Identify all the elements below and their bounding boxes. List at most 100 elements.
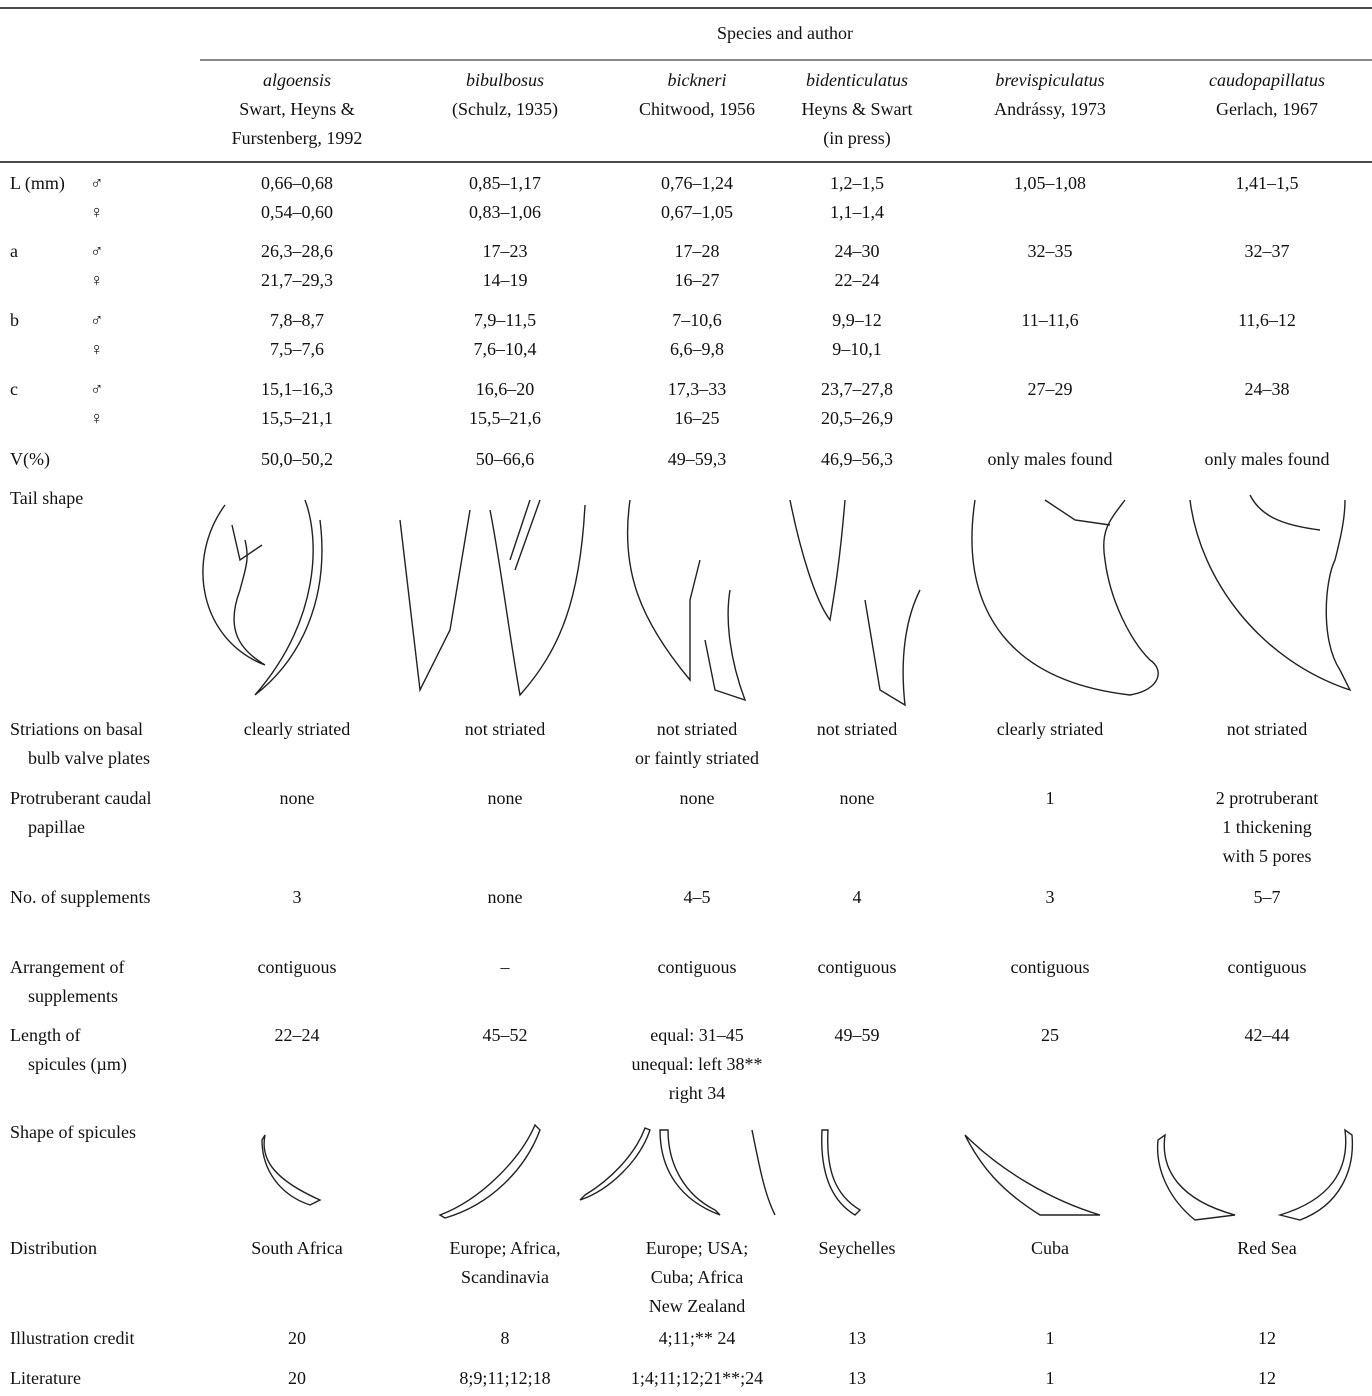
sex-symbol: ♀: [90, 339, 104, 359]
sex-symbol: ♂: [90, 310, 104, 330]
cell: 49–59,3: [668, 449, 727, 469]
row-label: Protruberant caudal: [10, 788, 151, 808]
cell: only males found: [1205, 449, 1330, 469]
cell: 11–11,6: [1021, 310, 1078, 330]
cell: 21,7–29,3: [261, 270, 333, 290]
cell: Cuba; Africa: [651, 1267, 743, 1287]
cell: contiguous: [658, 957, 737, 977]
cell: or faintly striated: [635, 748, 759, 768]
cell: only males found: [988, 449, 1113, 469]
cell: contiguous: [1228, 957, 1307, 977]
row-label: papillae: [28, 817, 85, 837]
cell: 0,67–1,05: [661, 202, 733, 222]
cell: 45–52: [483, 1025, 528, 1045]
cell: not striated: [657, 719, 737, 739]
cell: 50–66,6: [476, 449, 535, 469]
author: Chitwood, 1956: [639, 99, 755, 119]
row-label: Tail shape: [10, 488, 83, 508]
cell: clearly striated: [997, 719, 1103, 739]
row-label: spicules (µm): [28, 1054, 127, 1075]
sex-symbol: ♂: [90, 241, 104, 261]
sex-symbol: ♂: [90, 173, 104, 193]
cell: 4;11;** 24: [659, 1328, 736, 1348]
cell: 1;4;11;12;21**;24: [631, 1368, 763, 1388]
species-name: brevispiculatus: [995, 70, 1104, 90]
cell: unequal: left 38**: [632, 1054, 763, 1074]
cell: right 34: [669, 1083, 726, 1103]
cell: 7–10,6: [672, 310, 722, 330]
sex-symbol: ♀: [90, 202, 104, 222]
cell: 24–30: [835, 241, 880, 261]
cell: 15,5–21,6: [469, 408, 541, 428]
cell: 49–59: [835, 1025, 880, 1045]
group-header: Species and author: [717, 23, 853, 43]
cell: 8: [501, 1328, 510, 1348]
cell: 3: [1046, 887, 1055, 907]
cell: not striated: [1227, 719, 1307, 739]
author: (in press): [823, 128, 890, 149]
sex-symbol: ♀: [90, 270, 104, 290]
cell: 46,9–56,3: [821, 449, 893, 469]
cell: New Zealand: [649, 1296, 745, 1316]
cell: 1: [1046, 788, 1055, 808]
cell: Europe; USA;: [646, 1238, 749, 1258]
cell: 12: [1258, 1368, 1276, 1388]
cell: 2 protruberant: [1216, 788, 1318, 808]
cell: 12: [1258, 1328, 1276, 1348]
cell: 15,5–21,1: [261, 408, 333, 428]
row-label: Illustration credit: [10, 1328, 134, 1348]
sex-symbol: ♀: [90, 408, 104, 428]
cell: 0,66–0,68: [261, 173, 333, 193]
cell: 7,6–10,4: [474, 339, 537, 359]
species-name: bibulbosus: [466, 70, 544, 90]
row-label: Distribution: [10, 1238, 97, 1258]
cell: Red Sea: [1237, 1238, 1296, 1258]
cell: 14–19: [483, 270, 528, 290]
cell: 9,9–12: [832, 310, 882, 330]
cell: –: [500, 957, 511, 977]
cell: 8;9;11;12;18: [459, 1368, 550, 1388]
cell: 9–10,1: [832, 339, 882, 359]
cell: 24–38: [1245, 379, 1290, 399]
cell: none: [280, 788, 315, 808]
cell: 13: [848, 1368, 866, 1388]
cell: 26,3–28,6: [261, 241, 333, 261]
cell: not striated: [817, 719, 897, 739]
cell: not striated: [465, 719, 545, 739]
row-label: b: [10, 310, 19, 330]
cell: 23,7–27,8: [821, 379, 893, 399]
cell: 32–35: [1028, 241, 1073, 261]
cell: Cuba: [1031, 1238, 1069, 1258]
cell: contiguous: [818, 957, 897, 977]
author: (Schulz, 1935): [452, 99, 558, 120]
cell: none: [840, 788, 875, 808]
cell: equal: 31–45: [650, 1025, 743, 1045]
cell: 13: [848, 1328, 866, 1348]
cell: 1,05–1,08: [1014, 173, 1086, 193]
cell: 4: [853, 887, 862, 907]
cell: 1,41–1,5: [1236, 173, 1299, 193]
cell: none: [488, 887, 523, 907]
cell: 22–24: [835, 270, 880, 290]
cell: 0,83–1,06: [469, 202, 541, 222]
author: Swart, Heyns &: [239, 99, 355, 119]
species-name: bidenticulatus: [806, 70, 908, 90]
author: Furstenberg, 1992: [232, 128, 363, 148]
cell: 20: [288, 1368, 306, 1388]
row-label: c: [10, 379, 18, 399]
cell: 1 thickening: [1222, 817, 1311, 837]
row-label: supplements: [28, 986, 118, 1006]
cell: 32–37: [1245, 241, 1290, 261]
row-label: V(%): [10, 449, 50, 470]
species-name: bickneri: [668, 70, 727, 90]
cell: with 5 pores: [1223, 846, 1312, 866]
cell: 7,8–8,7: [270, 310, 324, 330]
cell: clearly striated: [244, 719, 350, 739]
cell: 27–29: [1028, 379, 1073, 399]
cell: 42–44: [1245, 1025, 1290, 1045]
cell: 16–25: [675, 408, 720, 428]
author: Andrássy, 1973: [994, 99, 1106, 119]
species-name: caudopapillatus: [1209, 70, 1325, 90]
cell: 5–7: [1254, 887, 1281, 907]
spicule-illustrations: [262, 1125, 1352, 1220]
